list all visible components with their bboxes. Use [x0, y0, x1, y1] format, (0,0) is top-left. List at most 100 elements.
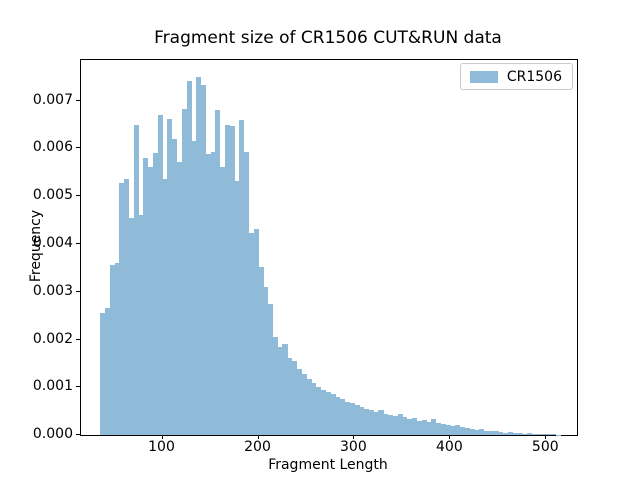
histogram-bar	[306, 378, 312, 435]
histogram-bar	[248, 233, 254, 435]
histogram-bar	[483, 430, 490, 435]
histogram-bar	[392, 415, 398, 435]
histogram-bar	[531, 433, 537, 435]
histogram-bar	[157, 114, 163, 435]
histogram-bar	[114, 263, 120, 435]
histogram-bar	[359, 407, 365, 435]
histogram-bar	[527, 433, 533, 435]
histogram-bar	[109, 265, 115, 435]
histogram-bar	[138, 215, 144, 435]
histogram-bar	[541, 433, 547, 435]
legend-label: CR1506	[506, 68, 562, 85]
histogram-bar	[426, 421, 432, 435]
histogram-bar	[311, 383, 317, 435]
histogram-bar	[440, 424, 446, 435]
histogram-bar	[210, 152, 216, 435]
histogram-bar	[498, 432, 504, 435]
legend: CR1506	[459, 63, 573, 90]
y-tick-label: 0.007	[32, 91, 73, 108]
histogram-bar	[335, 396, 341, 435]
x-axis-label: Fragment Length	[268, 457, 388, 473]
histogram-bar	[435, 422, 442, 435]
x-tick-label: 400	[436, 439, 463, 455]
histogram-bar	[378, 410, 384, 435]
histogram-bar	[253, 228, 259, 435]
histogram-bar	[320, 389, 326, 435]
histogram-bar	[373, 412, 379, 435]
histogram-bar	[224, 124, 230, 435]
histogram-bar	[325, 392, 331, 435]
histogram-bar	[455, 424, 461, 435]
histogram-bar	[469, 429, 475, 435]
histogram-bar	[172, 138, 178, 435]
histogram-bar	[124, 178, 130, 435]
histogram-bar	[450, 426, 456, 435]
histogram-bar	[258, 266, 264, 435]
histogram-bar	[488, 431, 494, 435]
y-tick-label: 0.001	[32, 378, 73, 395]
histogram-bar	[268, 303, 274, 435]
histogram-bar	[244, 152, 250, 435]
y-tick-label: 0.002	[32, 330, 73, 347]
histogram-bar	[445, 425, 451, 435]
histogram-bar	[507, 432, 513, 435]
histogram-bar	[301, 373, 307, 435]
y-tick-label: 0.003	[32, 282, 73, 299]
histogram-bar	[397, 413, 403, 435]
histogram-bar	[479, 428, 485, 435]
histogram-bar	[186, 80, 192, 435]
chart-title: Fragment size of CR1506 CUT&RUN data	[154, 28, 502, 48]
histogram-bar	[215, 110, 221, 435]
histogram-bar	[191, 141, 197, 435]
histogram-bar	[431, 419, 437, 435]
histogram-bar	[402, 416, 408, 435]
histogram-bar	[349, 403, 355, 435]
histogram-bar	[536, 434, 542, 435]
histogram-bar	[464, 428, 470, 435]
plot-area: CR1506	[80, 59, 578, 436]
histogram-bar	[104, 308, 111, 435]
histogram-bar	[493, 430, 499, 435]
x-tick-label: 500	[531, 439, 559, 455]
histogram-bar	[364, 408, 370, 435]
histogram-bar	[411, 417, 418, 435]
histogram-bar	[517, 432, 523, 435]
histogram-bar	[263, 286, 269, 435]
histogram-bar	[551, 434, 557, 435]
histogram-bar	[388, 414, 394, 435]
x-tick-label: 200	[244, 439, 271, 455]
histogram-bar	[176, 161, 183, 435]
histogram-bar	[354, 405, 360, 435]
histogram-bar	[522, 433, 528, 435]
histogram-bar	[200, 85, 206, 435]
histogram-bar	[205, 154, 211, 435]
y-tick-label: 0.000	[32, 426, 73, 442]
histogram-bar	[546, 434, 552, 435]
histogram-bars	[81, 60, 577, 435]
histogram-bar	[383, 413, 389, 435]
histogram-bar	[143, 157, 149, 435]
x-tick-label: 100	[148, 439, 175, 455]
histogram-bar	[296, 369, 302, 435]
histogram-bar	[421, 419, 427, 435]
histogram-bar	[407, 418, 413, 435]
histogram-bar	[239, 119, 245, 435]
histogram-bar	[152, 153, 159, 435]
x-tick-label: 300	[340, 439, 367, 455]
histogram-bar	[162, 179, 168, 435]
histogram-bar	[119, 182, 125, 435]
histogram-bar	[133, 125, 139, 435]
histogram-bar	[148, 166, 154, 435]
histogram-bar	[277, 346, 283, 435]
histogram-bar	[503, 432, 509, 435]
histogram-bar	[316, 387, 322, 435]
histogram-bar	[474, 430, 480, 435]
histogram-bar	[344, 401, 350, 435]
histogram-bar	[287, 357, 293, 435]
histogram-bar	[416, 420, 422, 435]
histogram-bar	[100, 313, 106, 435]
histogram-bar	[196, 76, 202, 435]
histogram-bar	[330, 394, 336, 435]
y-tick-label: 0.006	[32, 139, 73, 156]
